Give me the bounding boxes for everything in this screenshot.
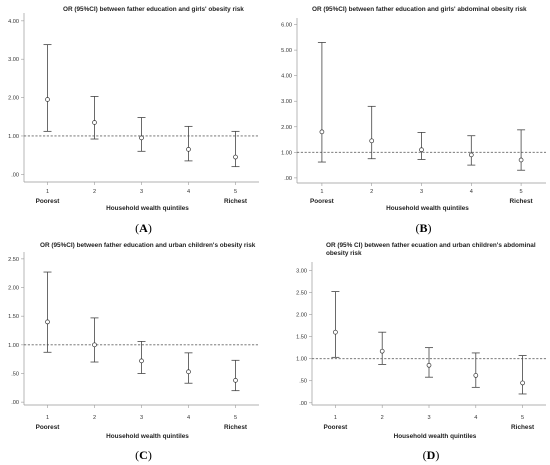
x-tick-label: 5 (521, 415, 524, 421)
panel-letter: (B) (415, 221, 431, 235)
y-tick-label: 2.50 (296, 290, 307, 296)
y-tick-label: 2.00 (8, 96, 19, 102)
data-point (473, 373, 479, 378)
panels-container: OR (95%CI) between father education and … (8, 6, 546, 462)
x-category-label-richest: Richest (511, 424, 535, 431)
x-category-label-richest: Richest (224, 424, 248, 431)
x-tick-label: 2 (370, 189, 373, 195)
x-axis-title: Household wealth quintiles (394, 433, 477, 440)
data-point (518, 157, 524, 163)
data-point (520, 380, 525, 386)
x-category-label-poorest: Poorest (310, 198, 335, 205)
panel-letter: (D) (423, 448, 440, 462)
x-tick-label: 2 (381, 415, 384, 421)
data-point (92, 120, 97, 125)
panel-d: OR (95% CI) between father ecuation and … (296, 242, 546, 462)
x-tick-label: 3 (140, 415, 143, 421)
x-tick-label: 3 (140, 189, 143, 195)
y-tick-label: 1.00 (281, 150, 292, 156)
y-tick-label: 2.00 (281, 125, 292, 131)
y-tick-label: 6.00 (281, 23, 292, 29)
data-point (419, 147, 424, 153)
y-tick-label: .00 (284, 176, 292, 182)
x-axis-title: Household wealth quintiles (106, 433, 189, 440)
x-tick-label: 3 (427, 415, 430, 421)
y-tick-label: 3.00 (281, 99, 292, 105)
y-tick-label: 3.00 (296, 268, 307, 274)
x-tick-label: 5 (234, 189, 237, 195)
data-point (233, 154, 238, 160)
x-axis-title: Household wealth quintiles (386, 205, 469, 212)
y-tick-label: 2.00 (296, 313, 307, 319)
data-point (92, 342, 97, 348)
y-tick-label: .50 (299, 379, 307, 385)
panel-c: OR (95%CI) between father education and … (8, 242, 259, 462)
panel-a: OR (95%CI) between father education and … (8, 6, 259, 235)
y-tick-label: 1.00 (8, 134, 19, 140)
x-tick-label: 2 (93, 189, 96, 195)
y-tick-label: 2.00 (8, 286, 19, 292)
chart-title: OR (95%CI) between father education and … (63, 6, 244, 13)
data-point (426, 362, 432, 368)
x-category-label-poorest: Poorest (324, 424, 349, 431)
data-point (45, 97, 50, 102)
data-point (468, 152, 474, 158)
data-point (369, 138, 375, 144)
x-axis-title: Household wealth quintiles (106, 205, 189, 212)
data-point (186, 147, 191, 152)
data-point (333, 329, 338, 335)
data-point (319, 129, 325, 135)
y-tick-label: .00 (11, 172, 19, 178)
y-tick-label: 3.00 (8, 57, 19, 63)
y-tick-label: .50 (11, 371, 19, 377)
x-tick-label: 1 (46, 415, 49, 421)
x-tick-label: 1 (46, 189, 49, 195)
chart-title: obesity risk (326, 250, 362, 257)
x-tick-label: 4 (187, 415, 190, 421)
x-tick-label: 2 (93, 415, 96, 421)
x-tick-label: 1 (320, 189, 323, 195)
chart-title: OR (95%CI) between father education and … (312, 6, 527, 13)
y-tick-label: 1.50 (296, 335, 307, 341)
panel-letter: (A) (135, 221, 152, 235)
chart-title: OR (95% CI) between father ecuation and … (326, 242, 536, 249)
data-point (233, 378, 238, 383)
x-category-label-poorest: Poorest (36, 424, 61, 431)
y-tick-label: 1.00 (8, 343, 19, 349)
x-tick-label: 5 (234, 415, 237, 421)
x-category-label-richest: Richest (510, 198, 534, 205)
y-tick-label: 4.00 (281, 74, 292, 80)
panel-b: OR (95%CI) between father education and … (281, 6, 546, 235)
data-point (45, 319, 50, 325)
chart-title: OR (95%CI) between father education and … (40, 242, 256, 249)
x-tick-label: 5 (520, 189, 523, 195)
data-point (139, 135, 144, 141)
x-tick-label: 4 (474, 415, 477, 421)
data-point (186, 369, 191, 375)
x-tick-label: 3 (420, 189, 423, 195)
y-tick-label: 2.50 (8, 257, 19, 263)
x-category-label-richest: Richest (224, 198, 248, 205)
x-category-label-poorest: Poorest (36, 198, 61, 205)
x-tick-label: 4 (187, 189, 190, 195)
y-tick-label: 1.00 (296, 357, 307, 363)
y-tick-label: 1.50 (8, 314, 19, 320)
x-tick-label: 1 (334, 415, 337, 421)
data-point (139, 358, 144, 364)
y-tick-label: 5.00 (281, 48, 292, 54)
data-point (379, 348, 385, 354)
y-tick-label: 4.00 (8, 19, 19, 25)
y-tick-label: .00 (299, 401, 307, 407)
y-tick-label: .00 (11, 400, 19, 406)
panel-letter: (C) (135, 448, 152, 462)
x-tick-label: 4 (470, 189, 473, 195)
